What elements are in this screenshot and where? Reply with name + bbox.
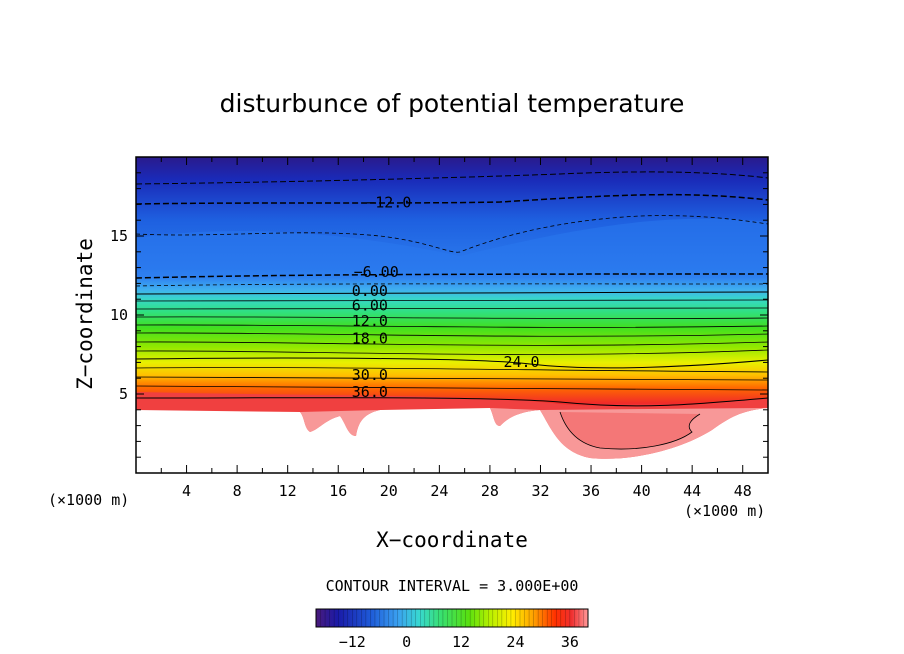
contour-label: 0.00 — [352, 282, 388, 300]
colorbar-tick-label: 36 — [561, 633, 579, 651]
contour-interval-text: CONTOUR INTERVAL = 3.000E+00 — [326, 577, 579, 595]
blue-band-light — [136, 218, 768, 270]
contour-label: 6.00 — [352, 296, 388, 314]
x-unit-label-right: (×1000 m) — [684, 502, 765, 520]
x-tick-label: 40 — [633, 482, 651, 500]
contour-label: −12.0 — [366, 194, 411, 212]
red-lower-band — [136, 392, 768, 412]
colorbar-ticks: −12 0 12 24 36 — [339, 633, 579, 651]
y-tick-label: 15 — [110, 227, 128, 245]
x-tick-label: 28 — [481, 482, 499, 500]
x-tick-label: 36 — [582, 482, 600, 500]
contour-label: 18.0 — [352, 329, 388, 347]
contour-line-36 — [136, 397, 768, 407]
contour-line-24 — [136, 357, 768, 369]
contour-label: 12.0 — [352, 312, 388, 330]
x-tick-label: 20 — [380, 482, 398, 500]
colorbar: −12 0 12 24 36 — [315, 608, 589, 651]
colorbar-frame — [315, 608, 589, 628]
contour-line-neg6 — [136, 273, 768, 279]
contour-line-neg18 — [136, 171, 768, 185]
x-tick-label: 48 — [734, 482, 752, 500]
contour-line-9 — [136, 316, 768, 319]
x-tick-label: 24 — [430, 482, 448, 500]
y-axis-label: Z−coordinate — [73, 238, 97, 390]
contour-line-0 — [136, 291, 768, 295]
y-tick-label: 5 — [119, 385, 128, 403]
contour-label: −6.00 — [354, 263, 399, 281]
x-axis-label: X−coordinate — [376, 528, 528, 552]
y-tick-label: 10 — [110, 306, 128, 324]
y-axis: 5 10 15 — [110, 172, 768, 458]
contour-line-39 — [559, 411, 701, 450]
x-tick-label: 16 — [329, 482, 347, 500]
contour-line-21 — [136, 349, 768, 355]
colorbar-stripes — [320, 609, 584, 627]
x-unit-label-left: (×1000 m) — [48, 491, 129, 509]
x-tick-label: 8 — [233, 482, 242, 500]
x-tick-label: 44 — [683, 482, 701, 500]
contour-fill — [136, 157, 768, 473]
contour-label: 36.0 — [352, 383, 388, 401]
pink-lobe-mid — [490, 408, 540, 426]
contour-line-neg12 — [136, 193, 768, 205]
x-tick-label: 12 — [279, 482, 297, 500]
colorbar-tick-label: 0 — [402, 633, 411, 651]
pink-lobe-left — [300, 410, 380, 436]
x-tick-label: 32 — [531, 482, 549, 500]
contour-line-neg15 — [136, 215, 768, 253]
contour-line-18 — [136, 341, 768, 346]
x-axis: 4 8 12 16 20 24 28 32 36 40 44 48 — [160, 157, 769, 500]
contour-label: 24.0 — [503, 353, 539, 371]
chart-title: disturbunce of potential temperature — [220, 89, 685, 118]
colorbar-tick-label: 12 — [452, 633, 470, 651]
pink-lobe-inner — [560, 412, 700, 450]
contour-line-neg3 — [136, 283, 768, 287]
x-tick-label: 4 — [182, 482, 191, 500]
contour-line-27 — [136, 367, 768, 373]
terrain-mask — [136, 408, 768, 473]
colorbar-tick-label: 24 — [506, 633, 524, 651]
contour-line-15 — [136, 332, 768, 337]
contour-line-12 — [136, 324, 768, 328]
contour-label: 30.0 — [352, 366, 388, 384]
colorbar-tick-label: −12 — [339, 633, 366, 651]
